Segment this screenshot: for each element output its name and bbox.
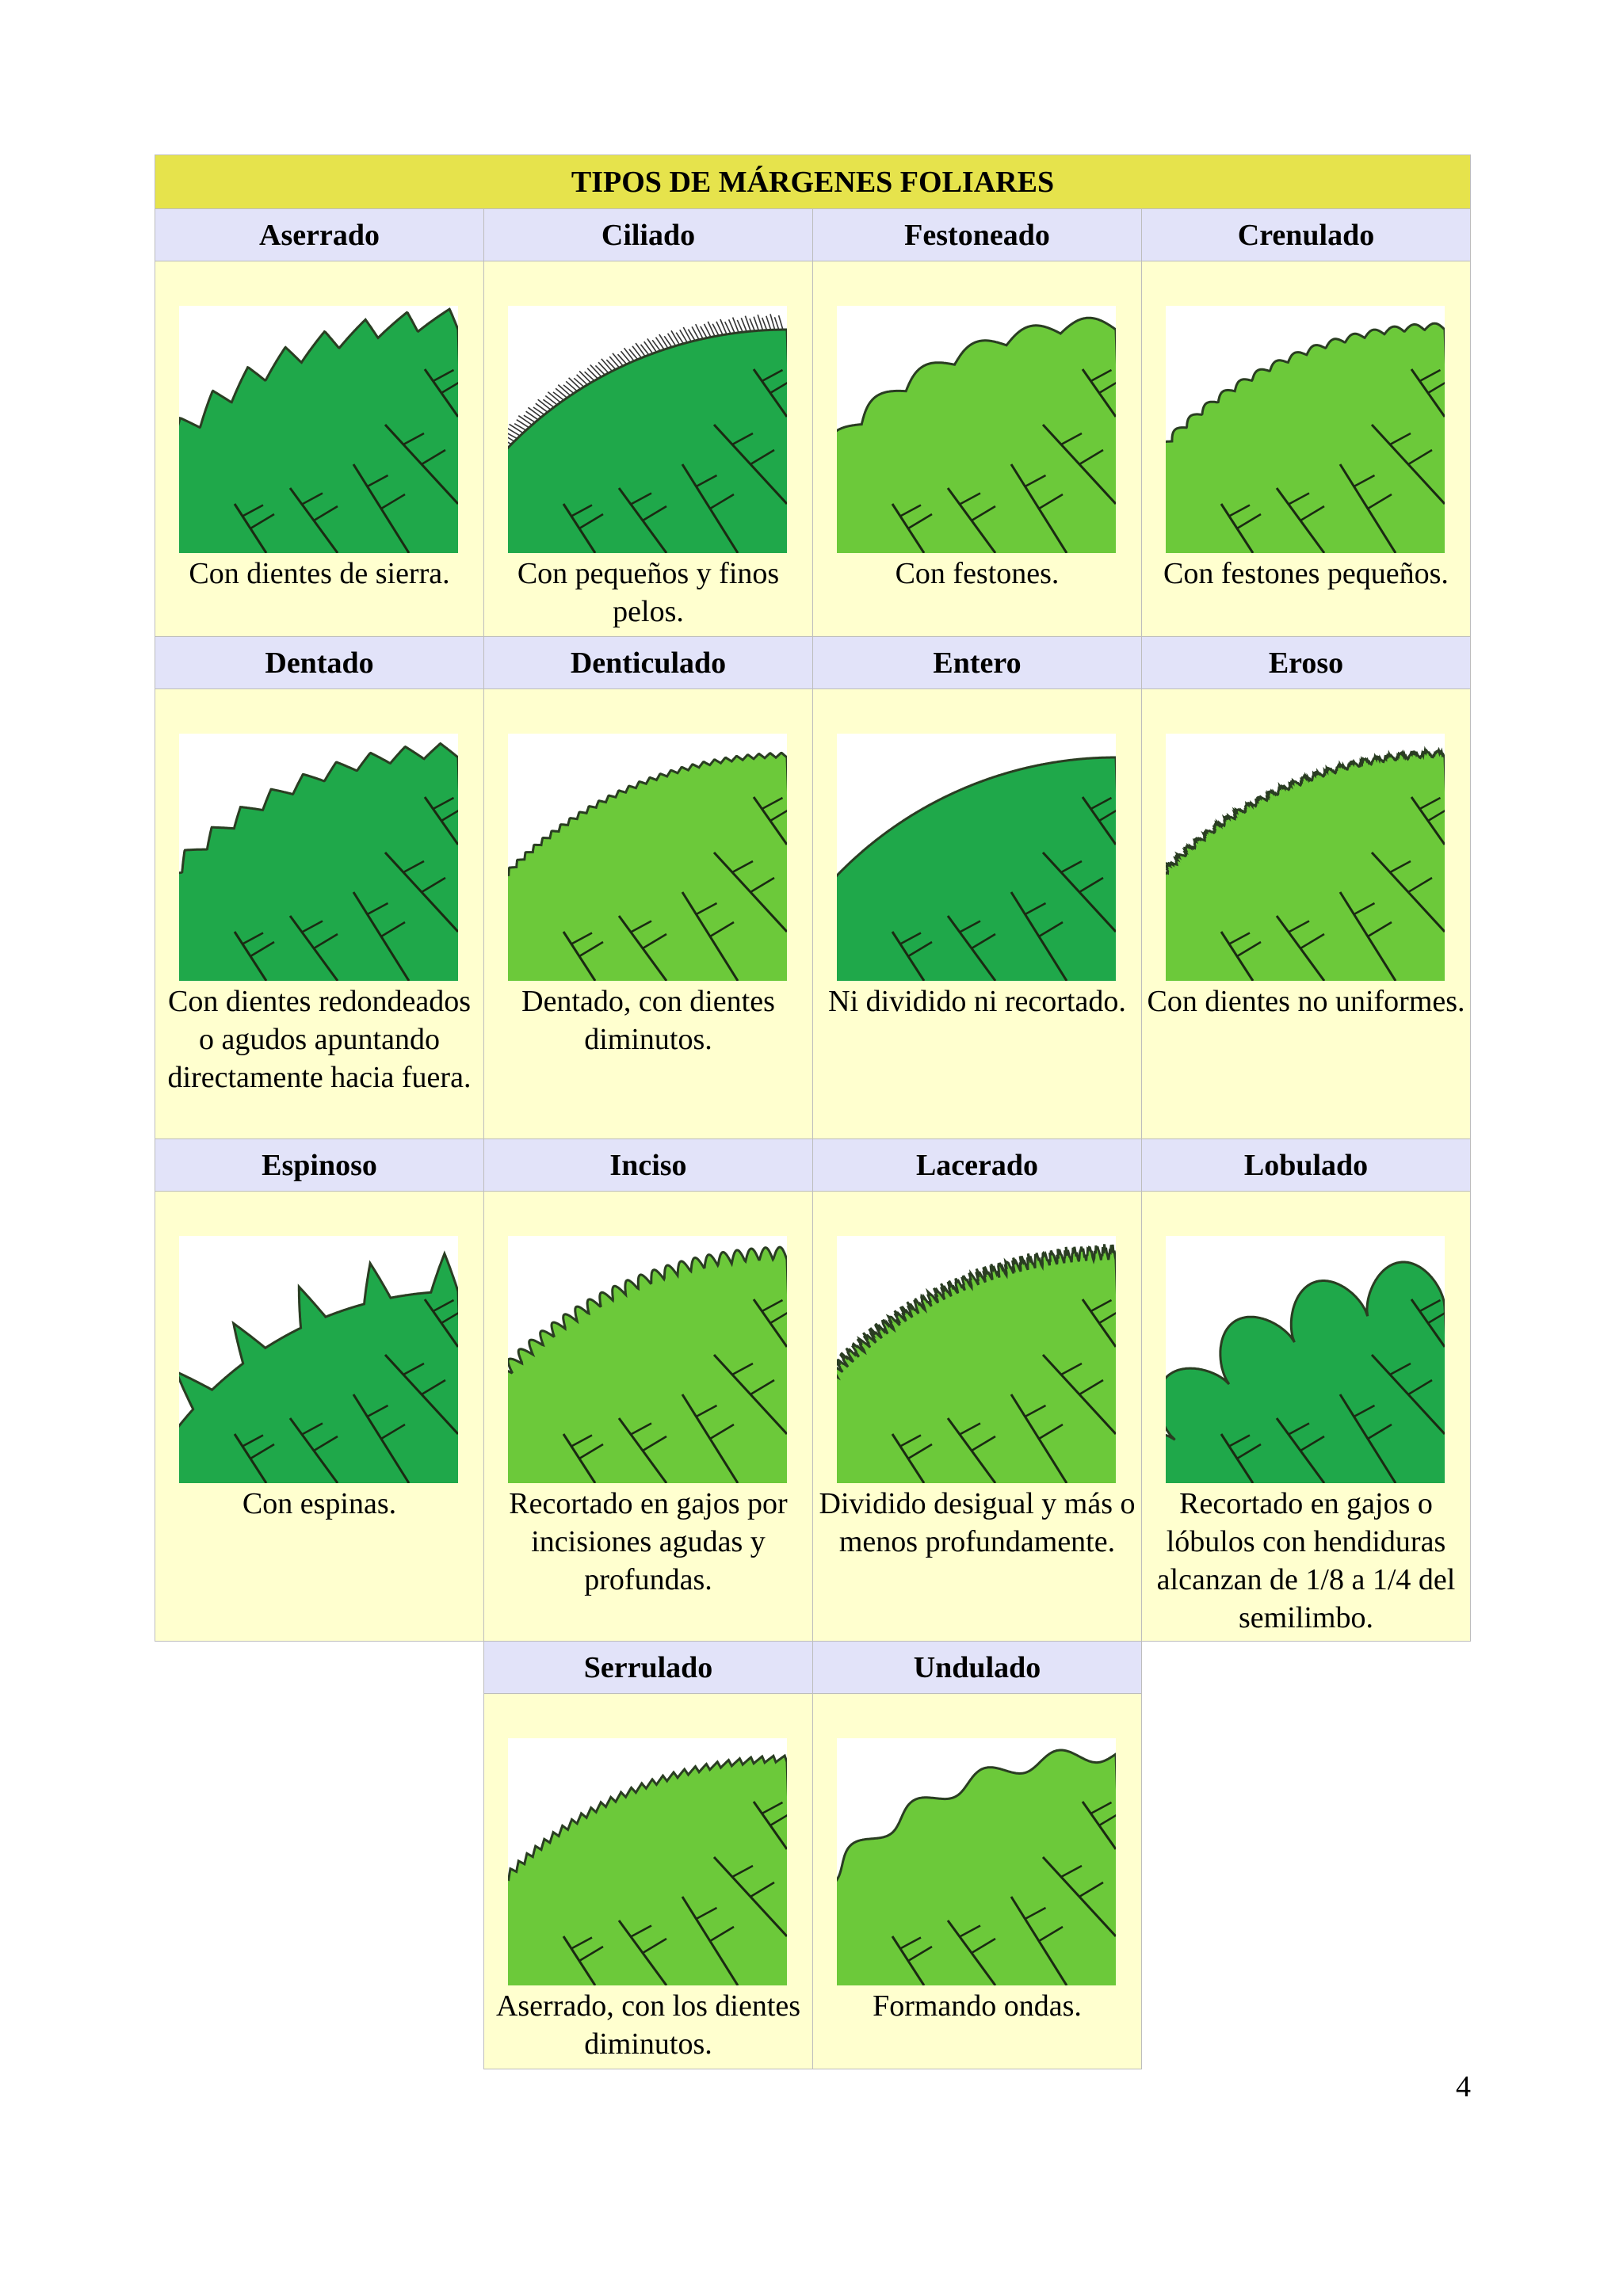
leaf-drawing — [508, 751, 787, 981]
header-crenulado: Crenulado — [1141, 208, 1471, 261]
cell-espinoso: Con espinas. — [155, 1191, 484, 1642]
cell-dentado: Con dientes redondeados o agudos apuntan… — [155, 688, 484, 1139]
description-festoneado: Con festones. — [895, 557, 1060, 590]
cell-inciso: Recortado en gajos por incisiones agudas… — [483, 1191, 813, 1642]
leaf-illustration-denticulado — [508, 734, 787, 981]
cell-crenulado: Con festones pequeños. — [1141, 261, 1471, 637]
leaf-illustration-espinoso — [179, 1236, 458, 1483]
header-festoneado: Festoneado — [812, 208, 1142, 261]
leaf-drawing — [179, 1250, 458, 1483]
leaf-illustration-undulado — [837, 1738, 1116, 1985]
description-eroso: Con dientes no uniformes. — [1147, 985, 1465, 1018]
header-eroso: Eroso — [1141, 636, 1471, 689]
description-dentado: Con dientes redondeados o agudos apuntan… — [167, 985, 472, 1094]
leaf-drawing — [837, 1749, 1116, 1985]
leaf-illustration-crenulado — [1166, 306, 1445, 553]
leaf-drawing — [837, 316, 1116, 553]
empty-cell — [155, 1693, 484, 2069]
table-title: TIPOS DE MÁRGENES FOLIARES — [155, 154, 1471, 209]
cell-undulado: Formando ondas. — [812, 1693, 1142, 2069]
cell-serrulado: Aserrado, con los dientes diminutos. — [483, 1693, 813, 2069]
description-ciliado: Con pequeños y finos pelos. — [517, 557, 780, 628]
leaf-illustration-aserrado — [179, 306, 458, 553]
header-denticulado: Denticulado — [483, 636, 813, 689]
description-espinoso: Con espinas. — [242, 1487, 397, 1520]
leaf-illustration-serrulado — [508, 1738, 787, 1985]
cell-aserrado: Con dientes de sierra. — [155, 261, 484, 637]
leaf-illustration-dentado — [179, 734, 458, 981]
leaf-illustration-lacerado — [837, 1236, 1116, 1483]
header-undulado: Undulado — [812, 1641, 1142, 1694]
empty-cell — [155, 1641, 484, 1694]
description-undulado: Formando ondas. — [873, 1989, 1082, 2023]
header-ciliado: Ciliado — [483, 208, 813, 261]
description-denticulado: Dentado, con dientes diminutos. — [521, 985, 775, 1056]
header-inciso: Inciso — [483, 1138, 813, 1192]
leaf-drawing — [508, 1753, 787, 1985]
cell-lobulado: Recortado en gajos o lóbulos con hendidu… — [1141, 1191, 1471, 1642]
description-lacerado: Dividido desigual y más o menos profunda… — [819, 1487, 1136, 1558]
description-entero: Ni dividido ni recortado. — [828, 985, 1126, 1018]
header-entero: Entero — [812, 636, 1142, 689]
leaf-illustration-inciso — [508, 1236, 787, 1483]
leaf-margins-table: TIPOS DE MÁRGENES FOLIARES Aserrado Cili… — [155, 154, 1471, 2069]
description-aserrado: Con dientes de sierra. — [189, 557, 450, 590]
description-lobulado: Recortado en gajos o lóbulos con hendidu… — [1156, 1487, 1456, 1634]
cell-lacerado: Dividido desigual y más o menos profunda… — [812, 1191, 1142, 1642]
leaf-illustration-lobulado — [1166, 1236, 1445, 1483]
leaf-drawing — [508, 314, 787, 553]
leaf-drawing — [837, 1244, 1116, 1483]
description-crenulado: Con festones pequeños. — [1163, 557, 1449, 590]
empty-cell — [1141, 1641, 1471, 1694]
cell-ciliado: Con pequeños y finos pelos. — [483, 261, 813, 637]
header-aserrado: Aserrado — [155, 208, 484, 261]
cell-festoneado: Con festones. — [812, 261, 1142, 637]
header-serrulado: Serrulado — [483, 1641, 813, 1694]
leaf-drawing — [1166, 746, 1445, 981]
cell-denticulado: Dentado, con dientes diminutos. — [483, 688, 813, 1139]
cell-entero: Ni dividido ni recortado. — [812, 688, 1142, 1139]
leaf-drawing — [508, 1245, 787, 1483]
empty-cell — [1141, 1693, 1471, 2069]
leaf-drawing — [1166, 1261, 1445, 1483]
cell-eroso: Con dientes no uniformes. — [1141, 688, 1471, 1139]
description-inciso: Recortado en gajos por incisiones agudas… — [509, 1487, 788, 1596]
header-dentado: Dentado — [155, 636, 484, 689]
header-lobulado: Lobulado — [1141, 1138, 1471, 1192]
leaf-illustration-festoneado — [837, 306, 1116, 553]
leaf-illustration-eroso — [1166, 734, 1445, 981]
leaf-illustration-entero — [837, 734, 1116, 981]
leaf-drawing — [179, 742, 458, 981]
description-serrulado: Aserrado, con los dientes diminutos. — [495, 1989, 801, 2061]
header-espinoso: Espinoso — [155, 1138, 484, 1192]
leaf-drawing — [837, 756, 1116, 981]
page-number: 4 — [1456, 2070, 1471, 2103]
leaf-illustration-ciliado — [508, 306, 787, 553]
header-lacerado: Lacerado — [812, 1138, 1142, 1192]
leaf-drawing — [179, 307, 458, 553]
leaf-drawing — [1166, 322, 1445, 553]
